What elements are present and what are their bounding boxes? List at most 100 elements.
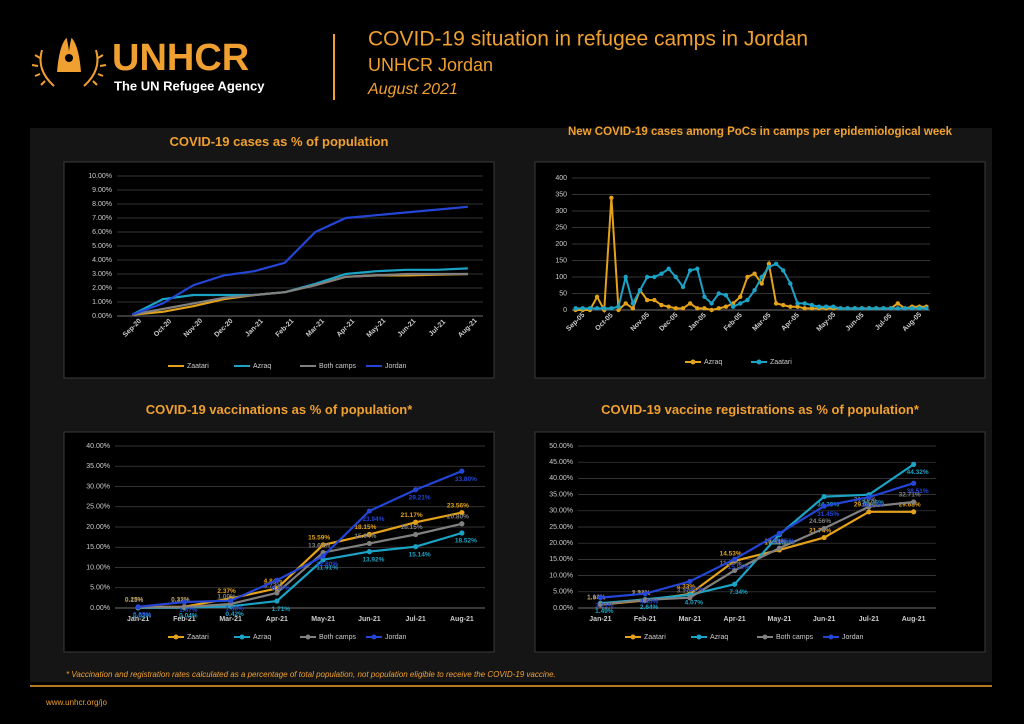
- y-tick-label: 5.00%: [553, 589, 573, 596]
- point: [902, 306, 908, 311]
- y-tick-label: 4.00%: [92, 257, 112, 264]
- data-label: 7.34%: [729, 589, 748, 596]
- page-title: COVID-19 situation in refugee camps in J…: [368, 28, 808, 51]
- point: [709, 301, 714, 306]
- point: [838, 306, 843, 311]
- y-tick-label: 5.00%: [92, 243, 112, 250]
- y-tick-label: 350: [555, 191, 567, 198]
- y-tick-label: 250: [555, 224, 567, 231]
- point: [709, 307, 714, 313]
- data-label: 3.21%: [595, 602, 614, 609]
- logo-icon: [31, 37, 107, 87]
- data-label: 31.45%: [817, 511, 839, 518]
- data-label: 8.21%: [685, 586, 704, 593]
- legend-label: Azraq: [710, 634, 728, 641]
- y-tick-label: 20.00%: [86, 524, 110, 531]
- point: [228, 598, 234, 604]
- point: [459, 530, 465, 536]
- data-label: 18.15%: [401, 524, 423, 531]
- legend-label: Both camps: [319, 363, 356, 370]
- y-tick-label: 5.00%: [90, 585, 110, 592]
- data-label: 4.33%: [677, 584, 696, 591]
- point: [659, 302, 664, 308]
- y-tick-label: 30.00%: [86, 483, 110, 490]
- point: [821, 503, 827, 509]
- point: [802, 306, 807, 311]
- point: [616, 304, 621, 309]
- point: [738, 294, 743, 299]
- y-tick-label: 1.00%: [92, 299, 112, 306]
- point: [911, 461, 917, 468]
- point: [602, 306, 607, 311]
- x-tick-label: Feb-21: [634, 616, 657, 623]
- point: [573, 306, 578, 311]
- point: [652, 297, 657, 303]
- point: [459, 509, 465, 516]
- point: [788, 281, 793, 286]
- y-tick-label: 200: [555, 241, 567, 248]
- data-label: 32.71%: [899, 492, 921, 499]
- data-label: 3.73%: [264, 583, 283, 590]
- point: [866, 494, 872, 500]
- point: [181, 604, 187, 610]
- legend-label: Zaatari: [770, 359, 792, 366]
- legend-marker: [696, 634, 702, 640]
- data-label: 4.40%: [640, 598, 659, 605]
- data-label: 22.65%: [772, 539, 794, 546]
- data-label: 1.04%: [587, 594, 606, 601]
- point: [652, 274, 657, 280]
- y-tick-label: 10.00%: [549, 572, 573, 579]
- point: [587, 306, 593, 311]
- x-tick-label: Jul-21: [859, 616, 879, 623]
- point: [788, 304, 793, 309]
- x-tick-label: Mar-21: [219, 616, 242, 623]
- logo-text: UNHCR: [112, 37, 249, 79]
- point: [666, 304, 671, 309]
- legend-label: Zaatari: [187, 634, 209, 641]
- data-label: 1.71%: [272, 606, 291, 613]
- data-label: 0.02%: [133, 613, 152, 620]
- point: [630, 306, 636, 311]
- point: [866, 509, 872, 515]
- point: [687, 301, 693, 306]
- point: [881, 306, 886, 311]
- point: [795, 301, 800, 306]
- point: [895, 306, 900, 311]
- point: [859, 306, 865, 311]
- point: [673, 274, 679, 280]
- y-tick-label: 6.00%: [92, 229, 112, 236]
- y-tick-label: 0.00%: [553, 605, 573, 612]
- point: [666, 266, 671, 271]
- data-label: 23.05%: [772, 538, 794, 545]
- data-label: 34.96%: [862, 499, 884, 506]
- point: [274, 577, 280, 583]
- x-tick-label: Apr-21: [724, 616, 746, 623]
- point: [274, 585, 280, 591]
- y-tick-label: 400: [555, 175, 567, 182]
- point: [320, 553, 326, 559]
- point: [274, 598, 280, 604]
- data-label: 0.29%: [133, 612, 152, 619]
- point: [781, 268, 786, 273]
- point: [659, 271, 664, 276]
- data-label: 15.94%: [354, 533, 376, 540]
- data-label: 34.20%: [862, 502, 884, 509]
- data-label: 0.22%: [171, 597, 190, 604]
- legend-label: Jordan: [385, 363, 407, 370]
- point: [752, 288, 757, 293]
- page-date: August 2021: [367, 81, 458, 98]
- data-label: 23.94%: [362, 516, 384, 523]
- point: [597, 601, 603, 607]
- point: [680, 306, 686, 311]
- data-label: 33.80%: [455, 476, 477, 483]
- point: [895, 301, 900, 306]
- point: [366, 540, 372, 547]
- point: [752, 271, 757, 276]
- point: [366, 549, 372, 555]
- point: [911, 499, 917, 505]
- point: [274, 590, 280, 596]
- y-tick-label: 10.00%: [88, 173, 112, 180]
- point: [781, 302, 786, 308]
- point: [716, 291, 721, 296]
